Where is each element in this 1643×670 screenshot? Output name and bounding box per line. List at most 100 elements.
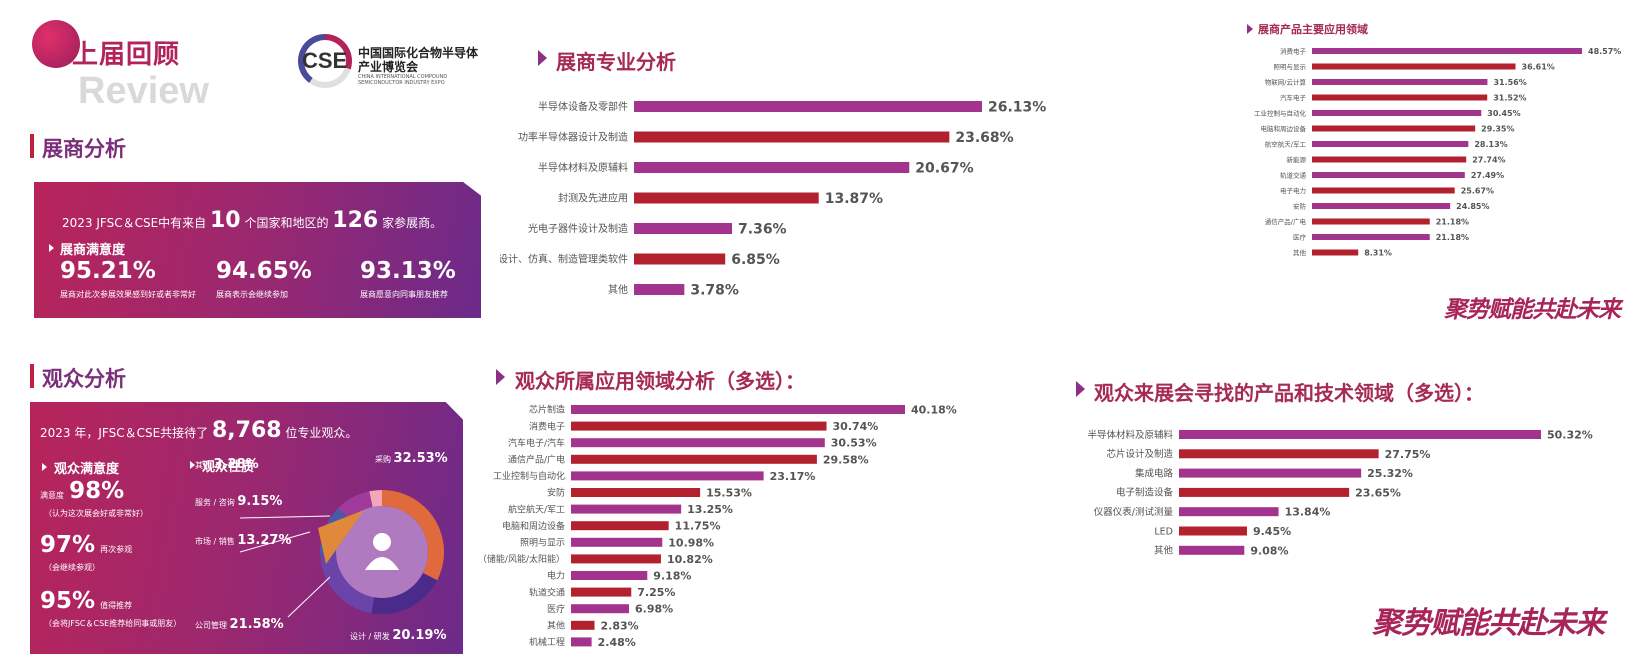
value-label: 13.87%: [825, 191, 883, 207]
pie-value-label: 13.27%: [237, 533, 291, 548]
category-label: 汽车电子/汽车: [508, 437, 565, 449]
value-label: 27.49%: [1471, 171, 1504, 180]
intro-post: 位专业观众。: [285, 426, 358, 440]
page-title: 上届回顾: [72, 40, 181, 70]
bar: [571, 421, 827, 431]
exhibitor-panel: 2023 JFSC＆CSE中有来自 10 个国家和地区的 126 家参展商。 展…: [34, 182, 481, 318]
exhibitor-intro: 2023 JFSC＆CSE中有来自 10 个国家和地区的 126 家参展商。: [62, 208, 442, 233]
bar: [1312, 110, 1482, 116]
value-label: 27.75%: [1385, 448, 1431, 461]
bar: [571, 554, 661, 564]
category-label: 航空航天/军工: [508, 503, 565, 515]
exhibitor-professional-chart: 半导体设备及零部件 26.13% 功率半导体器设计及制造 23.68% 半导体材料及原辅…: [500, 100, 1046, 299]
category-label: 集成电路: [1135, 467, 1174, 479]
intro-pre: 2023 JFSC＆CSE中有来自: [62, 216, 207, 230]
value-label: 48.57%: [1588, 47, 1621, 56]
audience-section-title: 观众分析: [42, 367, 126, 391]
value-label: 30.45%: [1487, 109, 1520, 118]
sat-label: 满意度: [40, 491, 64, 500]
category-label: 医疗: [1293, 232, 1307, 241]
page-subtitle: Review: [78, 70, 209, 112]
value-label: 30.53%: [831, 437, 877, 450]
leader-line: [239, 515, 331, 519]
category-label: 汽车电子: [1280, 93, 1307, 102]
value-label: 10.82%: [667, 553, 713, 566]
exhibitor-satisfaction-title: 展商满意度: [60, 243, 126, 258]
bar: [1179, 487, 1350, 497]
category-label: 光电子器件设计及制造: [528, 222, 628, 235]
bar: [571, 488, 701, 497]
slogan: 聚势赋能共赴未来: [1444, 297, 1621, 323]
chart3-title: 观众所属应用领域分析（多选）：: [515, 369, 805, 393]
category-label: 工业控制与自动化: [493, 470, 565, 482]
value-label: 21.18%: [1436, 217, 1469, 226]
bar: [1312, 125, 1476, 132]
chart-title-marker: [496, 369, 505, 385]
bar: [571, 604, 630, 614]
category-label: 设计、仿真、制造管理类软件: [500, 253, 628, 266]
sat-value: 98%: [69, 478, 125, 504]
category-label: 半导体设备及零部件: [538, 100, 628, 113]
value-label: 28.13%: [1474, 140, 1507, 149]
value-label: 26.13%: [988, 100, 1046, 116]
bar: [571, 405, 905, 414]
value-label: 50.32%: [1547, 428, 1593, 441]
logo-name-cn: 中国国际化合物半导体产业博览会: [358, 46, 479, 74]
exhibitor-count: 126: [332, 208, 379, 233]
category-label: 工业控制与自动化: [1254, 108, 1307, 117]
bar: [571, 454, 817, 464]
value-label: 2.48%: [598, 636, 636, 649]
chart-title-marker: [1076, 381, 1085, 397]
bar: [1312, 234, 1430, 240]
value-label: 13.25%: [687, 503, 733, 516]
pie-category-label: 采购 32.53%: [375, 451, 448, 466]
value-label: 23.65%: [1355, 486, 1401, 499]
bar: [1312, 63, 1516, 70]
chart2-title: 展商产品主要应用领域: [1258, 23, 1368, 36]
stat-label: 展商对此次参展效果感到好或者非常好: [60, 290, 196, 299]
value-label: 2.83%: [601, 619, 639, 632]
category-label: 芯片设计及制造: [1106, 448, 1173, 460]
bar: [1312, 48, 1582, 54]
exhibitor-section-title: 展商分析: [42, 137, 126, 161]
section-bar: [30, 364, 34, 388]
value-label: 15.53%: [706, 486, 752, 499]
value-label: 25.67%: [1461, 186, 1494, 195]
category-label: 新能源（储能/风能/太阳能）: [480, 553, 565, 565]
category-label: 通信产品/广电: [508, 453, 565, 465]
bullet-icon: [42, 463, 47, 471]
bar: [1179, 468, 1362, 478]
category-label: 物联网/云计算: [1265, 77, 1307, 86]
bar: [1312, 141, 1469, 147]
sat-note: （会将JFSC＆CSE推荐给同事或朋友）: [44, 619, 182, 628]
bar: [571, 587, 632, 597]
sat-value: 97%: [40, 532, 96, 558]
category-label: 其他: [547, 619, 565, 631]
stat-label: 展商愿意向同事朋友推荐: [360, 290, 448, 299]
value-label: 25.32%: [1367, 467, 1413, 480]
pie-value-label: 20.19%: [392, 628, 446, 643]
chart-title-marker: [538, 50, 547, 66]
value-label: 30.74%: [833, 420, 879, 433]
bar: [1312, 156, 1467, 163]
value-label: 3.78%: [690, 283, 739, 299]
pie-slice: [320, 554, 375, 614]
value-label: 11.75%: [675, 520, 721, 533]
category-label: 航空航天/军工: [1265, 139, 1307, 148]
section-bar: [30, 134, 34, 158]
bar: [571, 521, 669, 531]
bar: [1179, 449, 1379, 459]
category-label: 消费电子: [1280, 46, 1307, 55]
chart-title-marker: [1247, 24, 1253, 34]
pie-center: [336, 506, 428, 598]
pie-highlight: [318, 510, 364, 564]
value-label: 10.98%: [668, 536, 714, 549]
bullet-icon: [190, 461, 195, 469]
country-count: 10: [210, 208, 241, 233]
bar: [1312, 249, 1359, 256]
value-label: 23.68%: [955, 130, 1013, 146]
person-icon-body: [365, 557, 399, 570]
pie-slice: [369, 490, 382, 507]
intro-mid: 个国家和地区的: [244, 216, 329, 230]
visitor-count: 8,768: [212, 418, 282, 443]
